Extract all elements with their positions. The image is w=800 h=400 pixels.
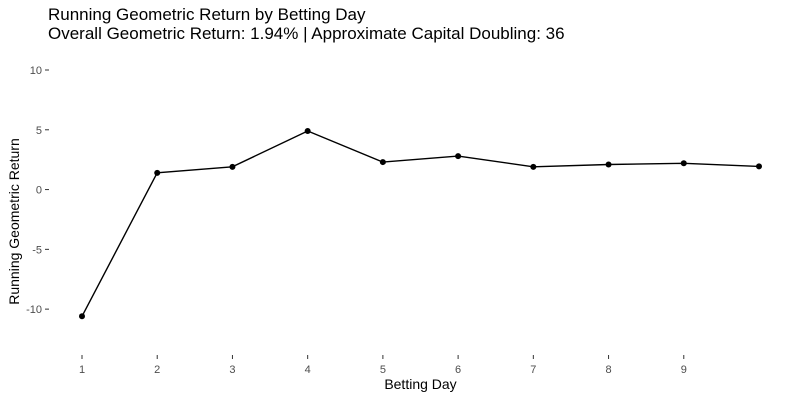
x-tick-label: 8 xyxy=(605,364,611,376)
y-tick-label: -5 xyxy=(32,244,42,256)
y-tick-label: 10 xyxy=(30,65,42,77)
x-tick-label: 4 xyxy=(305,364,311,376)
x-tick-label: 1 xyxy=(79,364,85,376)
data-point xyxy=(756,163,762,170)
data-point xyxy=(455,153,462,160)
x-tick-label: 5 xyxy=(380,364,386,376)
data-point xyxy=(154,169,161,176)
x-axis-title: Betting Day xyxy=(384,376,456,392)
y-axis-title: Running Geometric Return xyxy=(6,138,22,305)
x-tick-label: 2 xyxy=(154,364,160,376)
series-layer xyxy=(79,127,762,320)
data-point xyxy=(605,161,612,168)
x-tick-label: 6 xyxy=(455,364,461,376)
x-tick-label: 7 xyxy=(530,364,536,376)
y-tick-label: -10 xyxy=(26,304,42,316)
y-axis: 10 5 0 -5 -10 xyxy=(26,65,49,316)
data-point xyxy=(379,159,386,166)
x-tick-label: 3 xyxy=(229,364,235,376)
y-tick-label: 0 xyxy=(36,185,42,197)
data-point xyxy=(680,160,687,167)
data-point xyxy=(229,163,236,170)
chart-subtitle: Overall Geometric Return: 1.94% | Approx… xyxy=(48,24,565,43)
x-axis: 1 2 3 4 5 6 7 8 9 xyxy=(79,355,687,376)
data-point xyxy=(530,163,537,170)
series-line xyxy=(81,130,760,317)
data-point xyxy=(79,313,85,320)
x-tick-label: 9 xyxy=(681,364,687,376)
data-point xyxy=(304,127,311,134)
y-tick-label: 5 xyxy=(36,125,42,137)
chart-title: Running Geometric Return by Betting Day xyxy=(48,5,366,24)
